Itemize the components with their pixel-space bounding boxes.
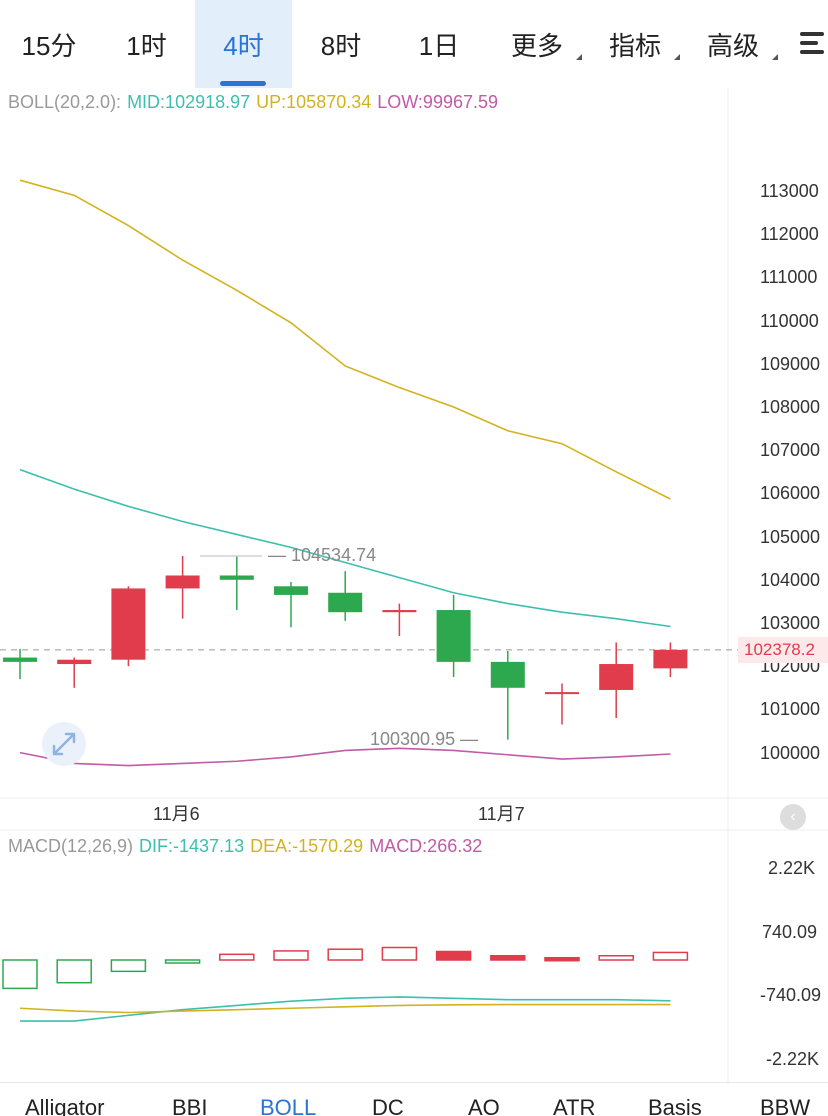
period-tab-label: 高级 <box>706 30 759 61</box>
candle-body <box>3 657 37 662</box>
period-tab-0[interactable]: 15分 <box>0 0 98 88</box>
indicator-tab-4[interactable]: AO <box>468 1095 500 1116</box>
macd-hist-bar <box>544 956 580 962</box>
macd-hist-bar <box>273 950 309 961</box>
price-axis-label: 105000 <box>760 526 821 547</box>
price-axis-label: 109000 <box>760 353 821 374</box>
boll-name: BOLL(20,2.0): <box>8 92 122 112</box>
candle-body <box>328 592 363 613</box>
indicator-tab-0[interactable]: Alligator <box>25 1095 105 1116</box>
macd-dif-value: DIF:-1437.13 <box>139 836 245 856</box>
candle-body <box>165 575 200 589</box>
price-axis-label: 101000 <box>760 699 821 720</box>
indicator-tab-6[interactable]: Basis <box>648 1095 702 1116</box>
price-axis-label: 111000 <box>760 267 818 288</box>
max-price-label: — 104534.74 <box>268 545 377 565</box>
indicator-tab-3[interactable]: DC <box>372 1095 404 1116</box>
expand-icon[interactable] <box>42 722 86 766</box>
macd-axis-label: 2.22K <box>768 858 816 878</box>
max-price-value: 104534.74 <box>291 545 377 565</box>
period-tab-label: 4时 <box>223 30 264 61</box>
price-axis-label: 112000 <box>760 224 819 245</box>
menu-icon[interactable] <box>800 32 828 56</box>
period-tabs: 15分 1时 4时 8时 1日 更多 指标 高级 <box>0 0 828 88</box>
boll-mid-value: MID:102918.97 <box>127 92 251 112</box>
price-axis-label: 110000 <box>760 310 819 331</box>
period-tab-label: 1日 <box>418 30 460 61</box>
macd-hist-value: MACD:266.32 <box>369 836 483 856</box>
period-tab-label: 15分 <box>21 30 77 61</box>
macd-dea-line <box>19 1003 671 1014</box>
period-tab-4[interactable]: 1日 <box>390 0 488 88</box>
macd-dea-value: DEA:-1570.29 <box>250 836 364 856</box>
candle-body <box>436 610 471 662</box>
macd-hist-bar <box>327 948 363 961</box>
macd-hist-bar <box>56 959 92 984</box>
macd-name: MACD(12,26,9) <box>8 836 134 856</box>
price-axis-label: 106000 <box>760 483 821 504</box>
macd-dif-line <box>20 996 671 1022</box>
indicator-tab-7[interactable]: BBW <box>760 1095 811 1116</box>
candle-body <box>111 588 146 660</box>
macd-hist-bar <box>598 954 634 961</box>
macd-hist-bar <box>110 959 147 973</box>
price-axis-label: 108000 <box>760 397 821 417</box>
candle-body <box>545 692 579 695</box>
macd-hist-bar <box>219 953 255 961</box>
boll-mid-line <box>19 468 671 628</box>
boll-legend: BOLL(20,2.0): MID:102918.97 UP:105870.34 LO… <box>8 92 504 113</box>
candle-body <box>599 664 634 690</box>
period-tab-5[interactable]: 更多 <box>488 0 586 88</box>
price-axis-label: 104000 <box>760 569 821 590</box>
macd-legend: MACD(12,26,9) DIF:-1437.13 DEA:-1570.29 MAC… <box>8 836 488 857</box>
boll-up-value: UP:105870.34 <box>256 92 372 112</box>
min-price-value: 100300.95 <box>370 729 456 749</box>
dropdown-caret-icon <box>576 54 582 60</box>
macd-hist-bar <box>2 959 38 990</box>
indicator-tab-1[interactable]: BBI <box>172 1095 208 1116</box>
macd-axis-label: 740.09 <box>762 921 818 942</box>
price-axis-label: 107000 <box>760 440 821 461</box>
period-tab-7[interactable]: 高级 <box>684 0 782 88</box>
macd-hist-bar <box>435 950 472 961</box>
period-tab-label: 1时 <box>126 30 167 61</box>
macd-hist-bar <box>164 959 201 964</box>
price-axis-label: 113000 <box>760 181 819 201</box>
macd-hist-bar <box>381 946 418 961</box>
macd-hist-bar <box>490 954 526 961</box>
period-tab-label: 更多 <box>510 30 563 61</box>
date-label-1: 11月6 <box>153 804 200 824</box>
boll-upper-line <box>19 179 671 500</box>
period-tab-label: 8时 <box>320 30 362 61</box>
candle-body <box>653 649 688 669</box>
period-tab-6[interactable]: 指标 <box>586 0 684 88</box>
period-tab-2[interactable]: 4时 <box>195 0 292 88</box>
collapse-icon[interactable]: ‹ <box>780 804 806 830</box>
candle-body <box>57 659 92 665</box>
price-axis-label: 100000 <box>760 742 821 763</box>
candle-body <box>219 575 254 580</box>
chart-canvas[interactable] <box>0 88 828 1082</box>
dropdown-caret-icon <box>772 54 778 60</box>
boll-low-value: LOW:99967.59 <box>377 92 499 112</box>
period-tab-label: 指标 <box>608 30 661 61</box>
indicator-tabs: Alligator BBI BOLL DC AO ATR Basis BBW <box>0 1082 828 1116</box>
macd-axis-label: -2.22K <box>766 1048 820 1069</box>
date-label-2: 11月7 <box>478 804 525 824</box>
dropdown-caret-icon <box>674 54 680 60</box>
min-price-label: 100300.95 — <box>370 729 479 749</box>
indicator-tab-2[interactable]: BOLL <box>260 1095 317 1116</box>
macd-axis-label: -740.09 <box>760 985 822 1005</box>
candle-body <box>490 661 525 688</box>
period-tab-3[interactable]: 8时 <box>292 0 390 88</box>
period-tab-1[interactable]: 1时 <box>98 0 195 88</box>
candle-body <box>274 586 308 595</box>
macd-hist-bar <box>652 951 689 961</box>
candle-body <box>382 610 417 613</box>
active-tab-indicator <box>220 81 266 86</box>
boll-lower-line <box>19 747 671 767</box>
price-axis-label: 103000 <box>760 613 821 633</box>
current-price-tag: 102378.2 <box>738 637 828 663</box>
indicator-tab-5[interactable]: ATR <box>553 1095 596 1116</box>
